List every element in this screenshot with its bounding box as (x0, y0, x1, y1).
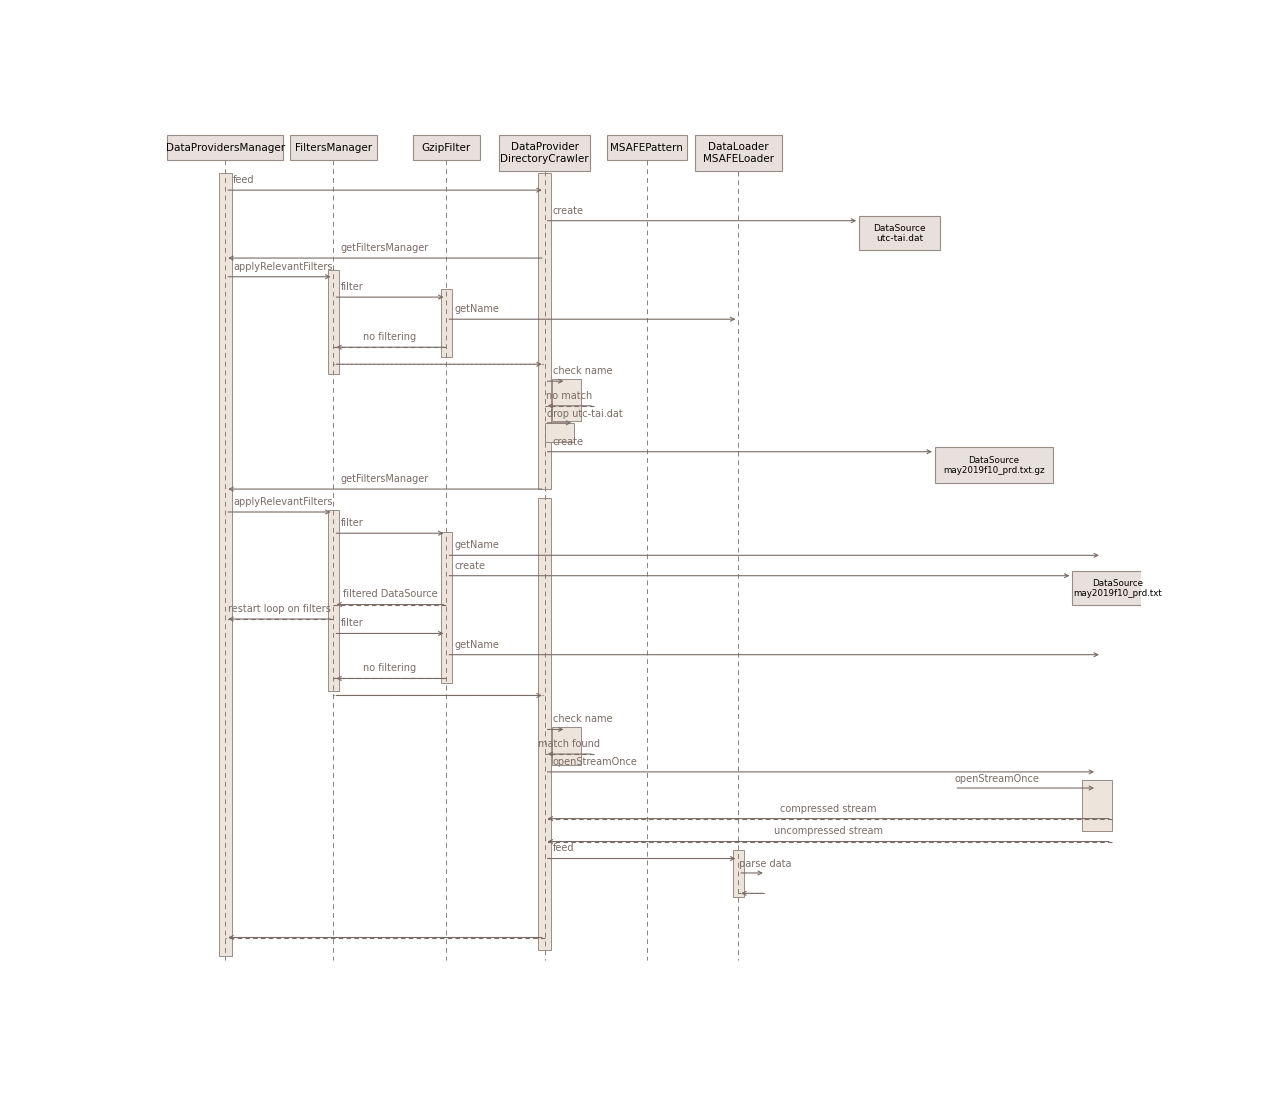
Text: getName: getName (454, 640, 500, 650)
Text: parse data: parse data (739, 859, 791, 869)
Text: GzipFilter: GzipFilter (422, 142, 470, 152)
Bar (328, 270, 339, 374)
Text: feed: feed (233, 175, 255, 185)
Text: DataProvider
DirectoryCrawler: DataProvider DirectoryCrawler (501, 142, 590, 163)
Text: FiltersManager: FiltersManager (295, 142, 372, 152)
Text: getFiltersManager: getFiltersManager (341, 243, 429, 253)
Bar (539, 497, 552, 951)
FancyBboxPatch shape (606, 135, 687, 160)
Bar (539, 173, 552, 489)
Bar (545, 422, 574, 441)
Text: DataSource
may2019f10_prd.txt.gz: DataSource may2019f10_prd.txt.gz (943, 456, 1045, 475)
FancyBboxPatch shape (500, 135, 590, 171)
Text: check name: check name (553, 715, 612, 725)
Text: no filtering: no filtering (364, 332, 416, 342)
Text: getName: getName (454, 540, 500, 550)
Text: filter: filter (341, 282, 364, 292)
Text: getName: getName (454, 304, 500, 314)
Text: filtered DataSource: filtered DataSource (342, 589, 437, 600)
Text: DataSource
may2019f10_prd.txt: DataSource may2019f10_prd.txt (1073, 579, 1161, 598)
Bar (860, 216, 940, 250)
Text: getFiltersManager: getFiltersManager (341, 474, 429, 484)
Text: feed: feed (553, 844, 574, 854)
Text: check name: check name (553, 366, 612, 376)
Bar (328, 511, 339, 692)
FancyBboxPatch shape (167, 135, 283, 160)
FancyBboxPatch shape (413, 135, 479, 160)
FancyBboxPatch shape (695, 135, 781, 171)
Bar (1082, 780, 1112, 832)
Text: filter: filter (341, 619, 364, 629)
Text: create: create (553, 205, 583, 215)
Text: restart loop on filters: restart loop on filters (228, 604, 331, 614)
Bar (441, 532, 451, 683)
Bar (441, 289, 451, 357)
Bar (219, 173, 232, 956)
Text: no match: no match (547, 390, 592, 400)
Text: applyRelevantFilters: applyRelevantFilters (233, 261, 332, 271)
Text: no filtering: no filtering (364, 663, 416, 673)
Text: DataProvidersManager: DataProvidersManager (166, 142, 285, 152)
Text: drop utc-tai.dat: drop utc-tai.dat (547, 409, 623, 419)
Text: create: create (553, 437, 583, 447)
Bar (733, 850, 744, 897)
Text: filter: filter (341, 518, 364, 528)
FancyBboxPatch shape (290, 135, 377, 160)
Bar (552, 378, 581, 421)
Text: match found: match found (539, 739, 600, 749)
Text: DataSource
utc-tai.dat: DataSource utc-tai.dat (874, 224, 926, 243)
Bar (1073, 571, 1163, 606)
Text: openStreamOnce: openStreamOnce (553, 757, 638, 767)
Text: DataLoader
MSAFELoader: DataLoader MSAFELoader (702, 142, 773, 163)
Bar (935, 448, 1052, 483)
Text: applyRelevantFilters: applyRelevantFilters (233, 497, 332, 507)
Text: uncompressed stream: uncompressed stream (773, 826, 883, 836)
Text: create: create (454, 560, 486, 570)
Text: MSAFEPattern: MSAFEPattern (610, 142, 683, 152)
Bar (552, 727, 581, 765)
Text: openStreamOnce: openStreamOnce (955, 774, 1040, 784)
Text: compressed stream: compressed stream (780, 803, 876, 814)
